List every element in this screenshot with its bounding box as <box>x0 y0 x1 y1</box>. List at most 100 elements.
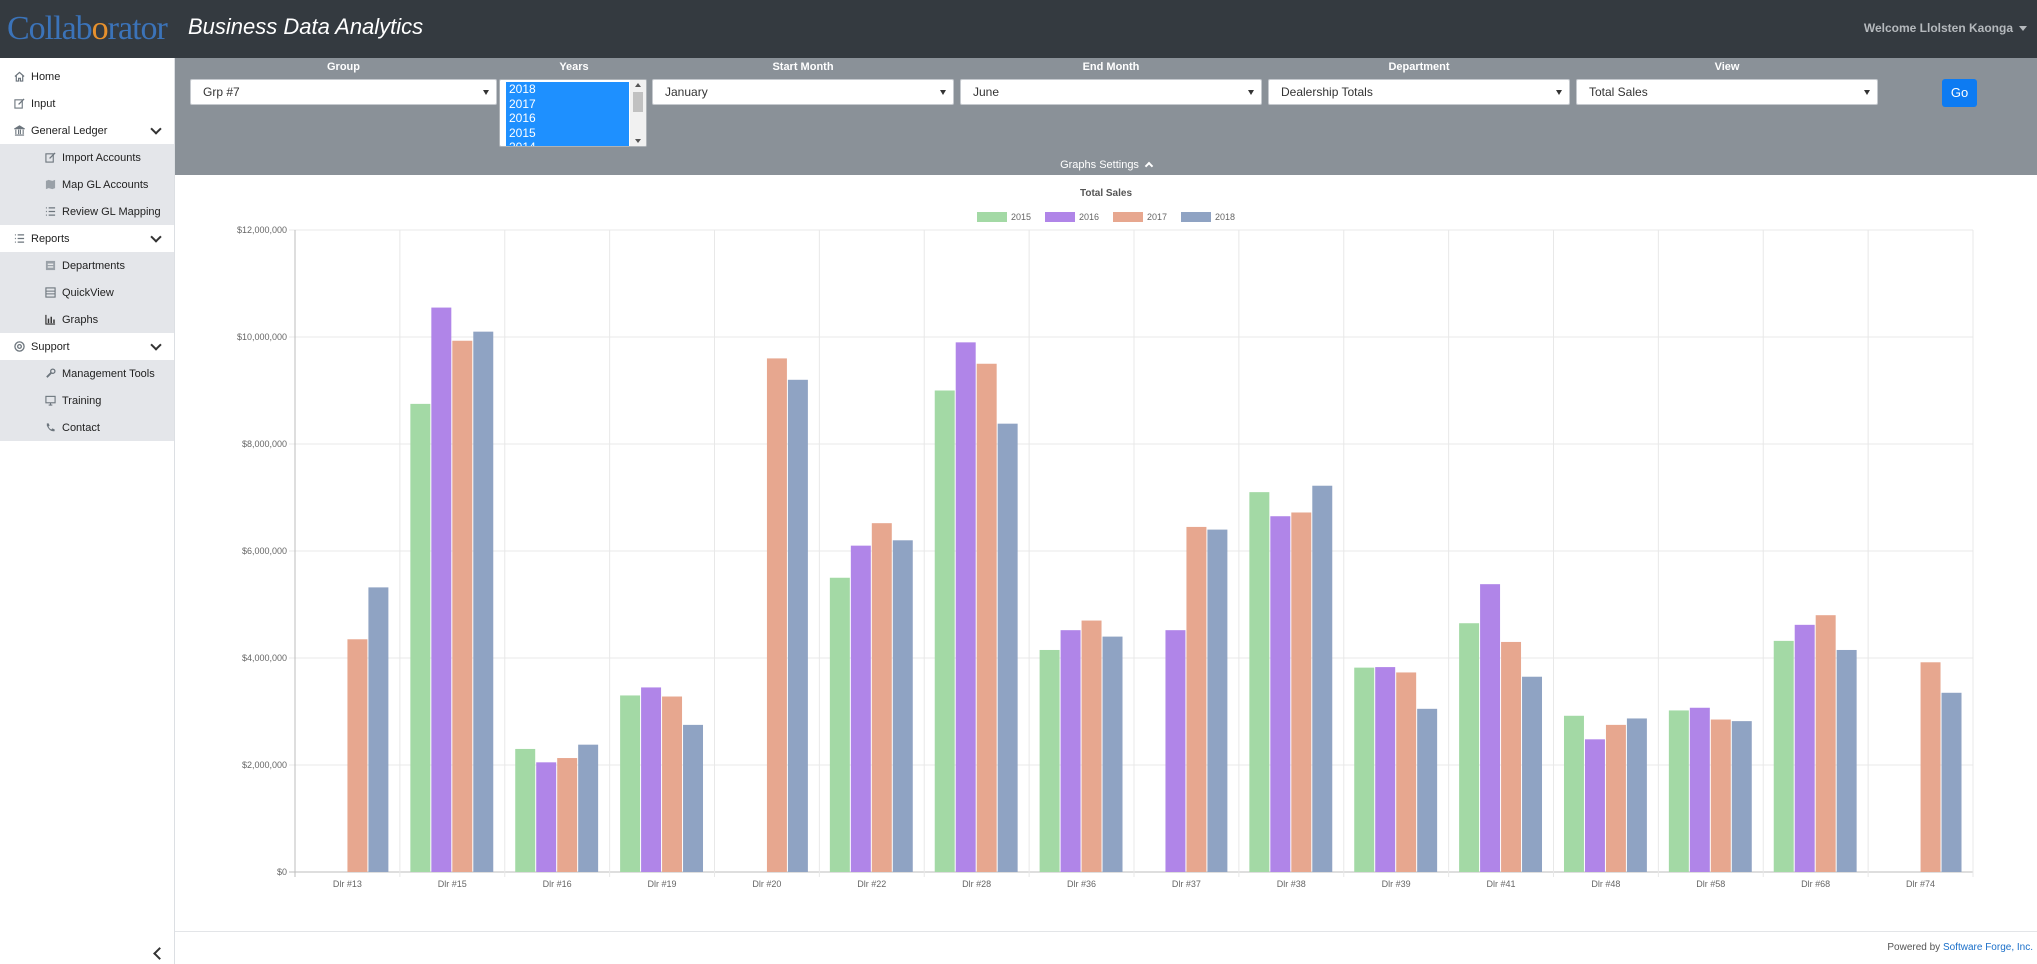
go-button[interactable]: Go <box>1942 79 1977 107</box>
bar-2015[interactable] <box>515 748 536 872</box>
sidebar-item-label: Graphs <box>62 313 99 326</box>
department-select[interactable]: Dealership Totals <box>1268 79 1570 105</box>
bar-2015[interactable] <box>829 577 850 872</box>
bar-2017[interactable] <box>766 358 787 872</box>
sidebar-item-reports[interactable]: Reports <box>0 225 174 252</box>
bar-2017[interactable] <box>662 696 683 872</box>
bar-2017[interactable] <box>1605 724 1626 872</box>
bar-2017[interactable] <box>871 523 892 872</box>
year-option[interactable]: 2017 <box>506 96 629 111</box>
bar-2017[interactable] <box>1920 662 1941 872</box>
bar-2016[interactable] <box>1794 624 1815 872</box>
group-label: Group <box>327 61 360 73</box>
end-month-select[interactable]: June <box>960 79 1262 105</box>
years-listbox[interactable]: 2018 2017 2016 2015 2014 <box>499 79 647 147</box>
sidebar-item-general-ledger[interactable]: General Ledger <box>0 117 174 144</box>
bar-2018[interactable] <box>1312 485 1333 872</box>
bar-2016[interactable] <box>1584 739 1605 872</box>
bar-2018[interactable] <box>1836 649 1857 872</box>
bar-2018[interactable] <box>1941 692 1962 872</box>
bar-2015[interactable] <box>1668 710 1689 872</box>
bar-2017[interactable] <box>557 758 578 872</box>
sidebar-item-contact[interactable]: Contact <box>0 414 174 441</box>
sidebar-item-map-gl-accounts[interactable]: Map GL Accounts <box>0 171 174 198</box>
sidebar-item-quickview[interactable]: QuickView <box>0 279 174 306</box>
bar-2018[interactable] <box>997 423 1018 872</box>
bar-2017[interactable] <box>1081 620 1102 872</box>
scroll-down-icon[interactable] <box>635 139 641 143</box>
bar-2015[interactable] <box>1773 640 1794 872</box>
sidebar-item-input[interactable]: Input <box>0 90 174 117</box>
start-month-select[interactable]: January <box>652 79 954 105</box>
bar-2018[interactable] <box>787 379 808 872</box>
bar-2016[interactable] <box>641 687 662 872</box>
bar-2018[interactable] <box>1626 718 1647 872</box>
sidebar-item-label: Review GL Mapping <box>62 205 161 218</box>
sidebar-item-support[interactable]: Support <box>0 333 174 360</box>
bar-2018[interactable] <box>1522 676 1543 872</box>
sidebar-item-import-accounts[interactable]: Import Accounts <box>0 144 174 171</box>
sidebar-item-management-tools[interactable]: Management Tools <box>0 360 174 387</box>
year-option[interactable]: 2015 <box>506 125 629 140</box>
bar-2016[interactable] <box>850 545 871 872</box>
user-menu[interactable]: Welcome Llolsten Kaonga <box>1864 21 2027 35</box>
bar-2016[interactable] <box>1480 584 1501 872</box>
bar-2015[interactable] <box>934 390 955 873</box>
bar-2015[interactable] <box>1039 649 1060 872</box>
bar-2017[interactable] <box>1815 615 1836 872</box>
bar-2018[interactable] <box>578 744 599 872</box>
sidebar-item-training[interactable]: Training <box>0 387 174 414</box>
bar-2018[interactable] <box>892 540 913 872</box>
sidebar-item-home[interactable]: Home <box>0 63 174 90</box>
year-option[interactable]: 2014 <box>506 140 629 146</box>
scroll-up-icon[interactable] <box>635 83 641 87</box>
bar-2016[interactable] <box>955 342 976 873</box>
company-link[interactable]: Software Forge, Inc. <box>1942 942 2033 953</box>
bar-2017[interactable] <box>1291 512 1312 872</box>
bar-2017[interactable] <box>1186 526 1207 872</box>
bar-2016[interactable] <box>431 307 452 872</box>
legend-item[interactable]: 2017 <box>1113 212 1167 222</box>
view-select[interactable]: Total Sales <box>1576 79 1878 105</box>
bar-2018[interactable] <box>1417 708 1438 872</box>
legend-item[interactable]: 2015 <box>976 212 1031 222</box>
bar-2016[interactable] <box>1060 630 1081 872</box>
bar-2018[interactable] <box>368 587 389 872</box>
bar-2015[interactable] <box>1459 623 1480 872</box>
legend-item[interactable]: 2016 <box>1044 212 1099 222</box>
group-select[interactable]: Grp #7 <box>190 79 497 105</box>
sidebar-item-graphs[interactable]: Graphs <box>0 306 174 333</box>
bar-2015[interactable] <box>1563 715 1584 872</box>
scroll-thumb[interactable] <box>633 92 643 112</box>
bar-2016[interactable] <box>1689 707 1710 872</box>
collaborator-logo[interactable]: Collaborator <box>7 10 168 47</box>
years-scrollbar[interactable] <box>630 80 646 146</box>
bar-2017[interactable] <box>452 340 473 872</box>
bar-2015[interactable] <box>1249 492 1270 872</box>
bar-2016[interactable] <box>1375 667 1396 872</box>
bar-2016[interactable] <box>1270 516 1291 872</box>
bar-2018[interactable] <box>473 331 494 872</box>
sidebar-collapse-button[interactable] <box>152 948 162 958</box>
bar-2015[interactable] <box>410 403 431 872</box>
app-title: Business Data Analytics <box>188 14 424 39</box>
sidebar-item-departments[interactable]: Departments <box>0 252 174 279</box>
bar-2018[interactable] <box>1102 636 1123 872</box>
year-option[interactable]: 2018 <box>506 82 629 97</box>
year-option[interactable]: 2016 <box>506 111 629 126</box>
legend-item[interactable]: 2018 <box>1181 212 1235 222</box>
bar-2017[interactable] <box>1396 672 1417 872</box>
bar-2018[interactable] <box>1731 721 1752 872</box>
bar-2015[interactable] <box>1354 667 1375 872</box>
bar-2016[interactable] <box>1165 630 1186 872</box>
sidebar-item-review-gl-mapping[interactable]: Review GL Mapping <box>0 198 174 225</box>
bar-2018[interactable] <box>1207 529 1228 872</box>
bar-2015[interactable] <box>620 695 641 872</box>
graph-settings-toggle[interactable]: Graphs Settings <box>175 159 2037 171</box>
bar-2017[interactable] <box>1501 641 1522 872</box>
bar-2017[interactable] <box>1710 719 1731 872</box>
bar-2016[interactable] <box>536 762 557 872</box>
bar-2018[interactable] <box>683 724 704 872</box>
bar-2017[interactable] <box>976 363 997 872</box>
bar-2017[interactable] <box>347 639 368 872</box>
